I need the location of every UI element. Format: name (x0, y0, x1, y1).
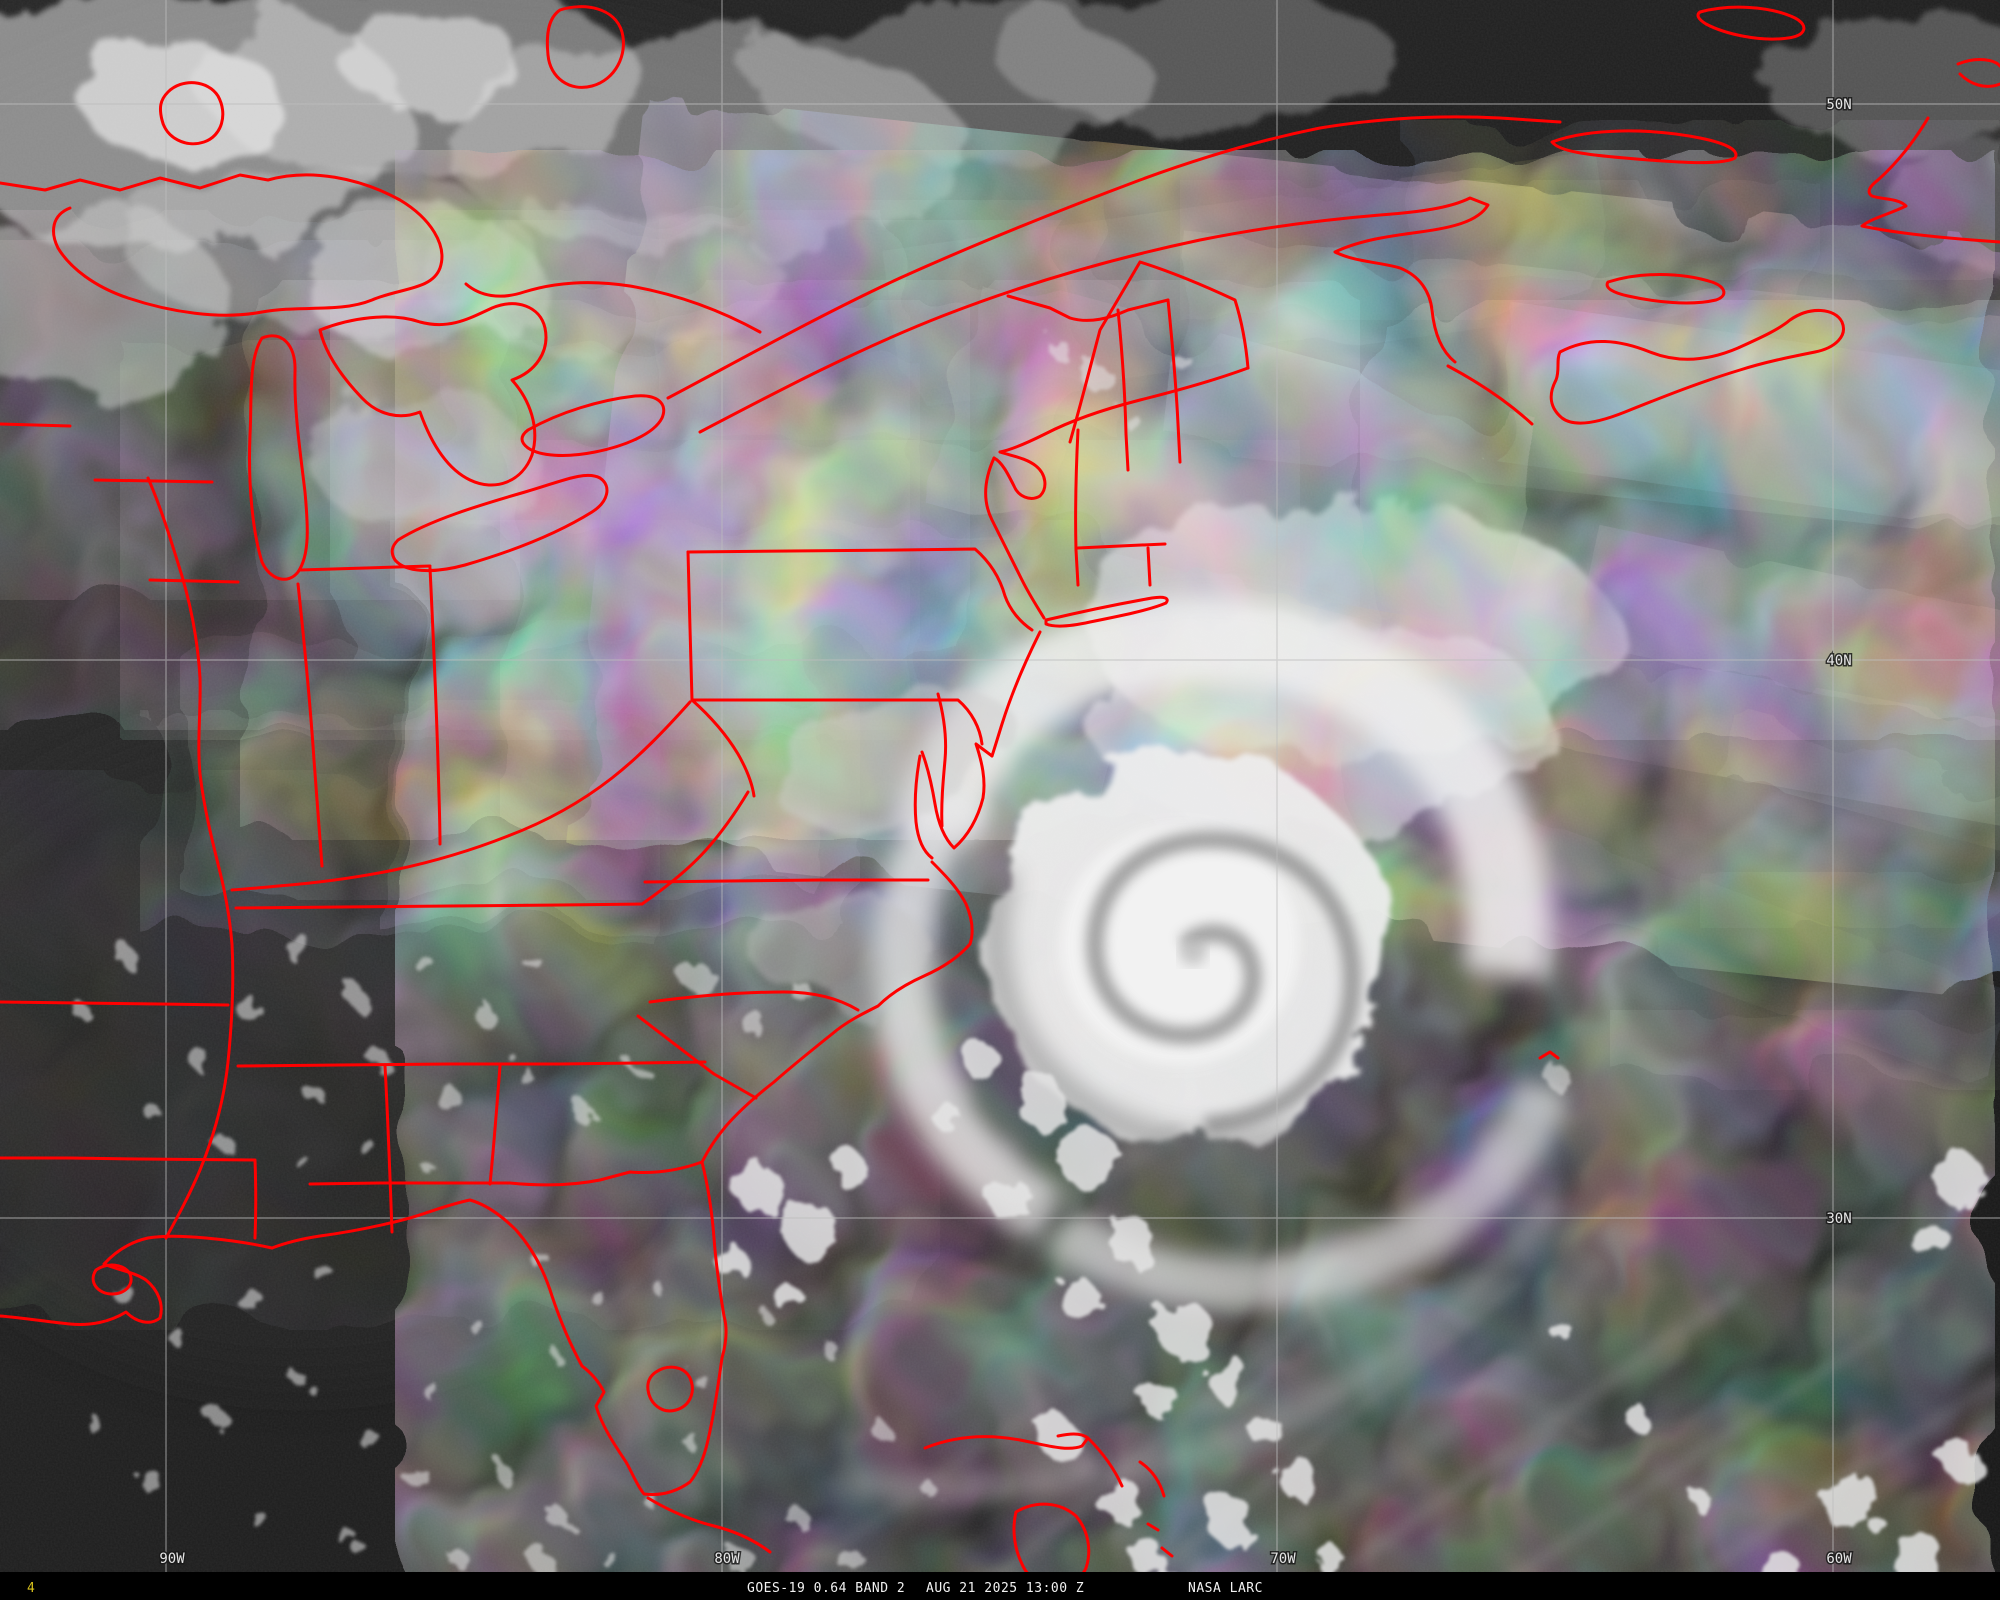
outline-pei (1605, 273, 1726, 305)
border-tn-south (236, 1060, 707, 1068)
border-ma-ct-ri (1076, 542, 1167, 587)
border-mi-oh (298, 564, 432, 572)
outline-fl-ga-al-border (308, 1160, 704, 1187)
outline-delmarva (920, 742, 994, 850)
caption-product: GOES-19 0.64 BAND 2 (747, 1581, 905, 1596)
border-mo-ar (0, 1000, 230, 1007)
border-in-oh (428, 566, 442, 846)
border-ny-new-england (1074, 428, 1080, 587)
border-ny-pa-delaware (686, 547, 1034, 632)
border-mason-dixon (690, 698, 984, 746)
outline-lake-michigan (248, 334, 309, 581)
outline-lake-huron (318, 302, 548, 487)
border-nh-me (1166, 298, 1182, 464)
outline-lake-nipigon (545, 5, 625, 89)
graticule-labels: 50N 40N 30N 90W 80W 70W 60W (158, 96, 1854, 1569)
outline-st-lawrence-south-gaspe (698, 196, 1490, 434)
outline-us-canada-45n (1006, 294, 1170, 322)
outline-new-england-coast (998, 366, 1250, 454)
caption-bar: 4 GOES-19 0.64 BAND 2 AUG 21 2025 13:00 … (0, 1572, 2000, 1600)
outline-grand-bahama-abaco (923, 1432, 1124, 1488)
border-nd-sd (0, 422, 72, 428)
outline-lake-erie (390, 473, 609, 573)
border-al-ga (488, 1064, 502, 1186)
outline-lake-pontchartrain (91, 1263, 133, 1296)
caption-timestamp: AUG 21 2025 13:00 Z (926, 1581, 1084, 1596)
outline-long-island (1044, 595, 1169, 628)
border-ohio-river (230, 700, 692, 892)
border-pa-west (686, 550, 694, 702)
outline-chesapeake-east (936, 692, 948, 828)
outline-north-shore-fragment (1696, 5, 1806, 41)
border-vt-nh (1116, 308, 1130, 472)
lat-label-50n: 50N (1826, 97, 1851, 113)
outline-st-lawrence-north-shore (666, 115, 1562, 400)
outline-ct-ri-shore (984, 456, 1046, 620)
lon-label-80w: 80W (714, 1551, 740, 1567)
outline-lake-topleft (158, 81, 225, 146)
outline-cape-cod (992, 450, 1047, 500)
outline-canada-border-superior (0, 173, 444, 317)
lat-label-40n: 40N (1826, 653, 1851, 669)
border-ga-sc (636, 1014, 758, 1100)
outline-maine-borders (1068, 260, 1250, 444)
outline-anticosti-island (1550, 129, 1738, 165)
lon-label-60w: 60W (1826, 1551, 1852, 1567)
outline-florida-keys (646, 1496, 772, 1554)
border-mn-ia (93, 478, 214, 484)
border-tn-nc (640, 790, 750, 906)
border-il-in (296, 582, 324, 868)
map-outlines (0, 5, 2000, 1600)
caption-credit: NASA LARC (1188, 1581, 1263, 1596)
border-wi-il (148, 578, 240, 584)
outline-lake-ontario (520, 394, 666, 457)
outline-nj-coast (990, 630, 1042, 758)
outline-bay-of-fundy (1446, 364, 1534, 426)
outline-bermuda (1538, 1050, 1560, 1060)
outline-lake-okeechobee (646, 1365, 694, 1413)
outline-newfoundland-coast (1860, 116, 2000, 244)
outline-chesapeake-west (913, 754, 934, 860)
border-la-north (0, 1156, 258, 1240)
lon-label-90w: 90W (159, 1551, 185, 1567)
outline-gulf-coast (0, 1234, 274, 1326)
caption-background (0, 1572, 2000, 1600)
outline-ottawa-river (464, 281, 762, 334)
border-va-nc (643, 878, 930, 884)
outline-florida (270, 1160, 728, 1496)
outline-southeast-coast (700, 860, 974, 1164)
lat-label-30n: 30N (1826, 1211, 1851, 1227)
frame-indicator: 4 (27, 1581, 35, 1596)
outline-bahamas-small-cays (1098, 1460, 1174, 1598)
outline-corner-island (1956, 58, 2000, 88)
lon-label-70w: 70W (1270, 1551, 1296, 1567)
border-ky-tn (234, 902, 644, 910)
outline-nova-scotia (1549, 308, 1845, 425)
border-wv-va (690, 698, 756, 798)
border-mississippi-river (146, 476, 235, 1240)
border-ms-al (383, 1064, 394, 1234)
border-nc-sc (648, 990, 860, 1012)
